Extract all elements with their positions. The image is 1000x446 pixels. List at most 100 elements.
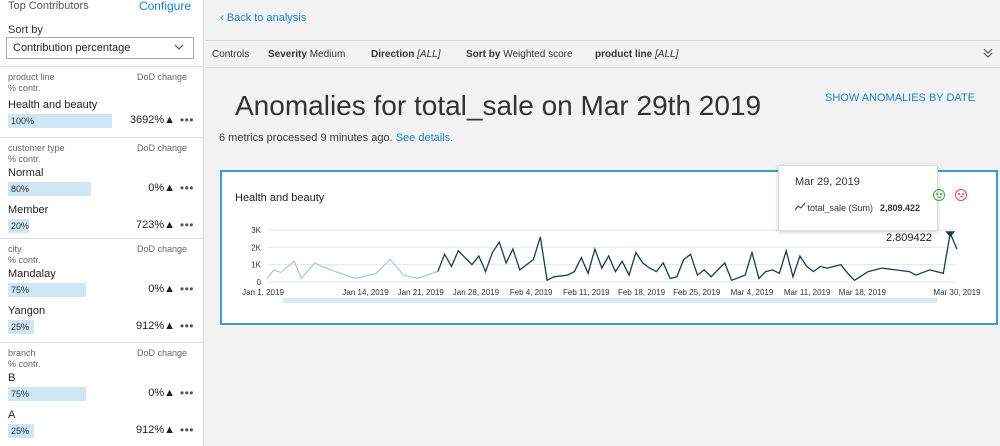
contribution-bar-fill	[8, 424, 34, 438]
group-header: city	[8, 244, 22, 254]
contribution-percent: 75%	[11, 285, 30, 295]
x-tick-label: Feb 25, 2019	[673, 288, 721, 297]
frown-icon[interactable]	[955, 189, 967, 201]
contribution-bar-fill	[8, 219, 29, 233]
contribution-bar-fill	[8, 114, 112, 128]
history-series-line	[266, 258, 438, 280]
tooltip-value: 2,809.422	[880, 203, 921, 213]
dod-change-value: 912%▲	[135, 424, 175, 436]
contribution-bar	[8, 320, 112, 334]
main-series-line	[437, 231, 958, 282]
see-details-link[interactable]: See details.	[395, 132, 454, 144]
group-separator	[0, 137, 203, 138]
page-title: Anomalies for total_sale on Mar 29th 201…	[235, 90, 762, 121]
group-separator	[0, 342, 203, 343]
contribution-bar-fill	[8, 320, 34, 334]
group-header: product line	[8, 72, 55, 82]
sort-by-label: Sort by	[8, 24, 43, 36]
more-options-icon[interactable]: •••	[179, 423, 194, 437]
more-options-icon[interactable]: •••	[179, 386, 194, 400]
dod-change-value: 0%▲	[148, 283, 175, 295]
contribution-bar-fill	[8, 182, 92, 196]
thumbs-up-smiley-icon[interactable]	[933, 189, 945, 201]
contribution-bar	[8, 283, 112, 297]
x-tick-label: Feb 4, 2019	[510, 288, 553, 297]
contribution-bar-fill	[8, 283, 86, 297]
y-tick-label: 3K	[251, 226, 261, 235]
contributor-name[interactable]: Health and beauty	[8, 99, 98, 111]
severity-control[interactable]: Severity Medium	[268, 49, 346, 60]
configure-link[interactable]: Configure	[138, 0, 191, 13]
double-chevron-down-icon[interactable]	[982, 46, 994, 63]
dod-change-value: 0%▲	[148, 182, 175, 194]
more-options-icon[interactable]: •••	[179, 218, 194, 232]
x-tick-label: Jan 21, 2019	[398, 288, 445, 297]
contributor-name[interactable]: Member	[8, 204, 49, 216]
chart-tooltip: Mar 29, 2019 total_sale (Sum) 2,809.422	[778, 165, 938, 231]
dod-change-value: 3692%▲	[129, 114, 175, 126]
contributor-name[interactable]: A	[8, 409, 16, 421]
trend-line-icon	[794, 202, 806, 211]
y-tick-label: 1K	[251, 261, 261, 270]
dod-change-header: DoD change	[136, 143, 187, 153]
contribution-bar-fill	[8, 387, 86, 401]
group-header: customer type	[8, 143, 65, 153]
peak-value-label: 2.809422	[886, 232, 932, 244]
x-tick-label: Jan 14, 2019	[342, 288, 389, 297]
contributor-name[interactable]: Normal	[8, 167, 44, 179]
x-tick-label: Feb 11, 2019	[563, 288, 610, 297]
back-link-label: Back to analysis	[226, 12, 307, 24]
anomaly-card[interactable]: Health and beauty 3K 2K 1K 0 Jan 1, 2019 Jan …	[220, 165, 998, 325]
contribution-percent: 75%	[11, 389, 30, 399]
controls-bar: Controls Severity Medium Direction [ALL]…	[205, 40, 1000, 68]
dod-change-value: 912%▲	[135, 320, 175, 332]
x-tick-label: Jan 28, 2019	[453, 288, 500, 297]
contribution-percent: 25%	[11, 322, 30, 332]
metrics-status: 6 metrics processed 9 minutes ago. See d…	[219, 132, 453, 144]
more-options-icon[interactable]: •••	[179, 113, 194, 127]
product-line-control[interactable]: product line [ALL]	[595, 49, 679, 60]
card-title: Health and beauty	[235, 192, 325, 204]
contr-subheader: % contr.	[8, 255, 41, 265]
contribution-bar	[8, 182, 112, 196]
contributor-name[interactable]: Yangon	[8, 305, 46, 317]
range-scrollbar	[283, 298, 937, 303]
panel-title: Top Contributors	[8, 0, 89, 12]
contr-subheader: % contr.	[8, 154, 41, 164]
contr-subheader: % contr.	[8, 359, 41, 369]
x-tick-label: Feb 18, 2019	[618, 288, 666, 297]
contribution-percent: 20%	[11, 221, 30, 231]
group-header: branch	[8, 348, 36, 358]
tooltip-series: total_sale (Sum)	[794, 202, 873, 213]
x-tick-label: Jan 1, 2019	[242, 288, 284, 297]
group-separator	[0, 238, 203, 239]
back-to-analysis-link[interactable]: ‹ Back to analysis	[220, 12, 306, 24]
contributor-name[interactable]: B	[8, 372, 16, 384]
sort-by-select[interactable]: Contribution percentage	[6, 37, 194, 59]
contribution-bar	[8, 219, 112, 233]
controls-label: Controls	[212, 49, 250, 60]
anomaly-marker	[945, 231, 956, 238]
tooltip-date: Mar 29, 2019	[795, 176, 860, 188]
dod-change-header: DoD change	[136, 244, 187, 254]
show-anomalies-by-date-link[interactable]: SHOW ANOMALIES BY DATE	[825, 92, 975, 104]
more-options-icon[interactable]: •••	[179, 282, 194, 296]
y-tick-label: 0	[257, 278, 262, 287]
contribution-percent: 100%	[11, 116, 35, 126]
contributor-name[interactable]: Mandalay	[8, 268, 56, 280]
top-contributors-panel: Top Contributors Configure Sort by Contr…	[0, 0, 204, 446]
contribution-percent: 25%	[11, 426, 30, 436]
more-options-icon[interactable]: •••	[179, 181, 194, 195]
group-separator	[0, 66, 203, 67]
chevron-down-icon	[173, 41, 185, 56]
sort-by-control[interactable]: Sort by Weighted score	[466, 49, 573, 60]
x-tick-label: Mar 4, 2019	[731, 288, 774, 297]
dod-change-header: DoD change	[136, 348, 187, 358]
more-options-icon[interactable]: •••	[179, 319, 194, 333]
dod-change-value: 0%▲	[148, 387, 175, 399]
sort-by-value: Contribution percentage	[13, 42, 131, 54]
metrics-status-text: 6 metrics processed 9 minutes ago.	[219, 132, 393, 144]
main-area: ‹ Back to analysis Controls Severity Med…	[205, 0, 1000, 446]
direction-control[interactable]: Direction [ALL]	[371, 49, 441, 60]
